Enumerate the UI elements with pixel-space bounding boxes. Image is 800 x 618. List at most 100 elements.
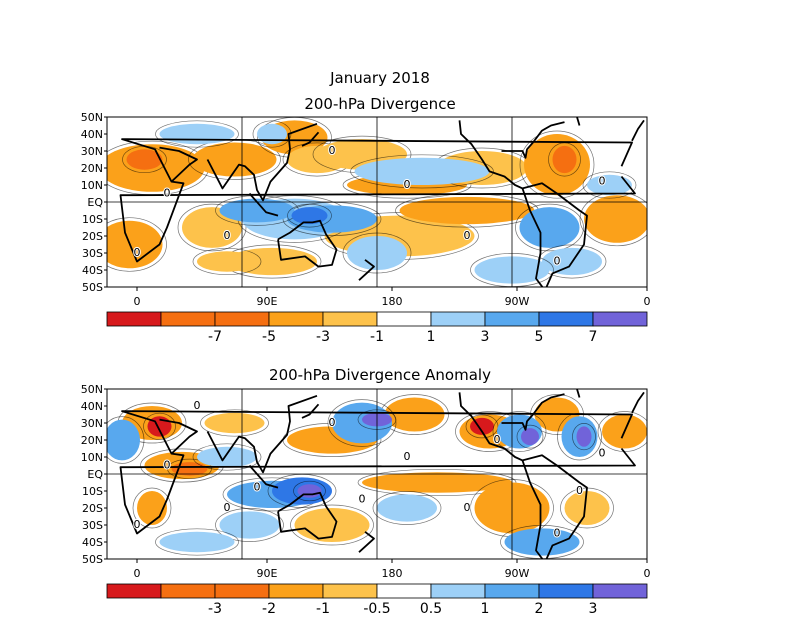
zero-contour [327,399,397,447]
zero-contour [155,120,239,148]
anomaly-blob [192,142,277,177]
zero-contour [107,217,167,272]
coastline [522,182,588,287]
zero-contour [155,528,239,556]
x-tick-label: 90E [257,567,278,580]
coastline [631,391,645,414]
colorbar-label: -1 [316,601,330,617]
y-tick-label: 50S [82,281,103,294]
contour-label: 0 [576,484,583,497]
coastline [576,117,581,126]
colorbar-bin [160,583,216,599]
contour-label: 0 [134,246,141,259]
contour-label: 0 [134,518,141,531]
coastline [248,192,279,217]
y-tick-label: 20N [81,162,103,175]
zero-contour [287,203,332,228]
coastline [458,392,523,462]
coastline [277,491,338,540]
anomaly-blob [521,428,539,446]
y-tick-label: 40N [81,400,103,413]
top-panel-title: 200-hPa Divergence [304,95,456,113]
colorbar-bin [106,311,162,327]
shaded-field [107,389,647,559]
y-tick-label: 40S [82,264,103,277]
anomaly-blob [399,196,535,225]
zero-contour [357,468,517,497]
colorbar-label: 1 [427,329,436,345]
anomaly-blob [362,472,512,493]
coastline [358,259,375,281]
coastline [277,219,338,268]
y-tick-label: EQ [87,468,103,481]
colorbar-label: 7 [589,329,598,345]
coastline [522,454,588,559]
y-tick-label: 20N [81,434,103,447]
colorbar-label: 5 [535,329,544,345]
contour-label: 0 [194,399,201,412]
colorbar-bin [592,311,648,327]
anomaly-blob [204,412,265,434]
colorbar-bin [592,583,648,599]
zero-contour [177,203,247,252]
colorbar-bin [322,583,378,599]
figure-title: January 2018 [330,69,430,87]
y-tick-label: 10S [82,485,103,498]
anomaly-blob [219,198,295,223]
anomaly-blob [377,494,437,522]
coastline [576,389,581,398]
y-tick-label: 30S [82,519,103,532]
anomaly-blob [504,528,580,556]
contour-label: 0 [329,144,336,157]
anomaly-blob [219,511,280,539]
y-tick-label: 40S [82,536,103,549]
colorbar-bin [376,311,432,327]
colorbar-bin [268,583,324,599]
x-tick-label: 0 [134,567,141,580]
y-tick-label: 20S [82,502,103,515]
zero-contour [519,130,595,199]
zero-contour [515,203,584,252]
contour-label: 0 [224,229,231,242]
colorbar-label: -7 [208,329,222,345]
coastline [248,464,279,489]
colorbar-bin [538,311,594,327]
x-tick-label: 180 [382,295,403,308]
contour-label: 0 [224,501,231,514]
y-tick-label: 40N [81,128,103,141]
y-tick-label: 30N [81,145,103,158]
x-tick-label: 180 [382,567,403,580]
zero-contour [557,412,602,461]
x-tick-label: 90E [257,295,278,308]
coastline [631,119,645,142]
contour-label: 0 [494,433,501,446]
anomaly-blob [291,207,328,225]
colorbar-bin [214,311,270,327]
panel-0: 0 0 0 0 0 0 0 0 50N 40N 30N 20N 10N EQ 10S 20S 30S 40S 50S… [81,111,651,345]
anomaly-blob [587,174,632,196]
x-tick-label: 0 [644,567,651,580]
coastline [521,188,544,287]
colorbar-bin [430,311,486,327]
colorbar-bin [430,583,486,599]
zero-contour [516,424,544,449]
y-tick-label: 10S [82,213,103,226]
bottom-panel-title: 200-hPa Divergence Anomaly [269,366,491,384]
contour-label: 0 [164,187,171,200]
contour-label: 0 [164,459,171,472]
colorbar-bin [484,311,540,327]
anomaly-blob [584,195,647,243]
zero-contour [107,416,145,464]
anomaly-blob [107,220,163,269]
zero-contour [143,412,176,440]
anomaly-blob [519,207,580,248]
contour-label: 0 [464,501,471,514]
coastline [206,122,318,202]
colorbar-label: -3 [208,601,222,617]
zero-contour [465,414,499,439]
zero-contour [200,409,269,437]
anomaly-blob [107,419,140,461]
coastline [501,121,565,159]
y-tick-label: 50N [81,383,103,396]
